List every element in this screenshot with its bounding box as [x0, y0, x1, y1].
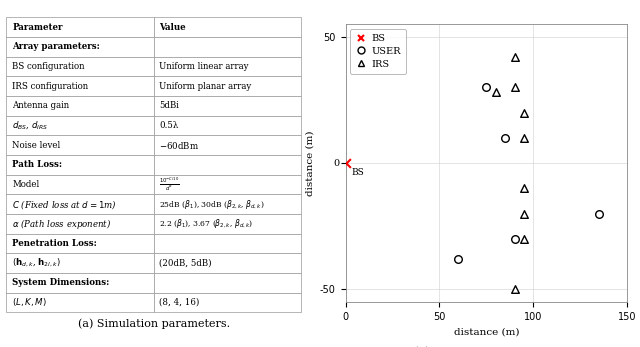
Point	[509, 287, 520, 292]
Point	[519, 211, 529, 216]
X-axis label: distance (m): distance (m)	[454, 327, 519, 336]
Point	[519, 236, 529, 242]
Point	[453, 256, 463, 262]
Point	[509, 85, 520, 90]
Point	[481, 85, 492, 90]
Point	[509, 236, 520, 242]
Point	[491, 90, 501, 95]
Text: BS: BS	[351, 168, 364, 177]
Text: (b) No Association Set-up: (b) No Association Set-up	[414, 346, 559, 347]
Text: (a) Simulation parameters.: (a) Simulation parameters.	[77, 318, 230, 329]
Point	[519, 135, 529, 141]
Point	[519, 110, 529, 116]
Text: 0: 0	[334, 159, 340, 168]
Y-axis label: distance (m): distance (m)	[305, 130, 314, 196]
Point	[594, 211, 604, 216]
Point	[519, 186, 529, 191]
Legend: BS, USER, IRS: BS, USER, IRS	[351, 29, 406, 74]
Point	[340, 160, 351, 166]
Point	[509, 54, 520, 60]
Point	[500, 135, 510, 141]
